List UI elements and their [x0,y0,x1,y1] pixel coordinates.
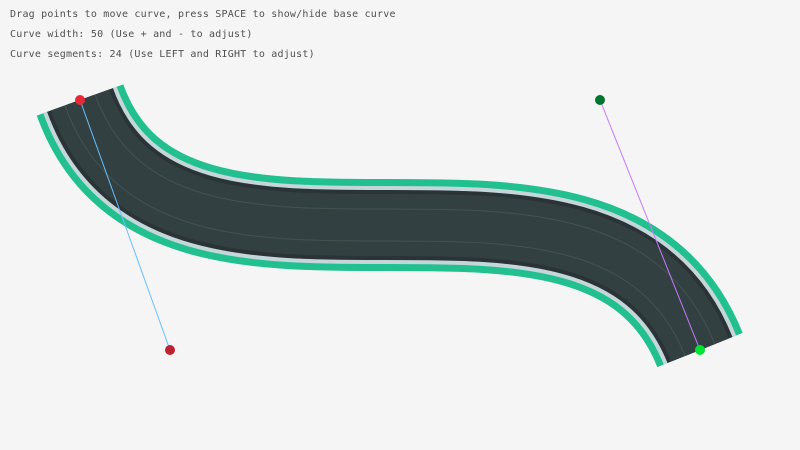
road-center [65,94,715,356]
start-tangent-point[interactable] [165,345,175,355]
start-point[interactable] [75,95,85,105]
end-handle-line [599,99,701,351]
road-curve [36,82,743,369]
end-point[interactable] [695,345,705,355]
instruction-width: Curve width: 50 (Use + and - to adjust) [10,29,253,40]
end-tangent-point[interactable] [595,95,605,105]
start-handle-line [79,99,171,351]
instruction-segments: Curve segments: 24 (Use LEFT and RIGHT t… [10,49,315,60]
instruction-drag: Drag points to move curve, press SPACE t… [10,9,396,20]
